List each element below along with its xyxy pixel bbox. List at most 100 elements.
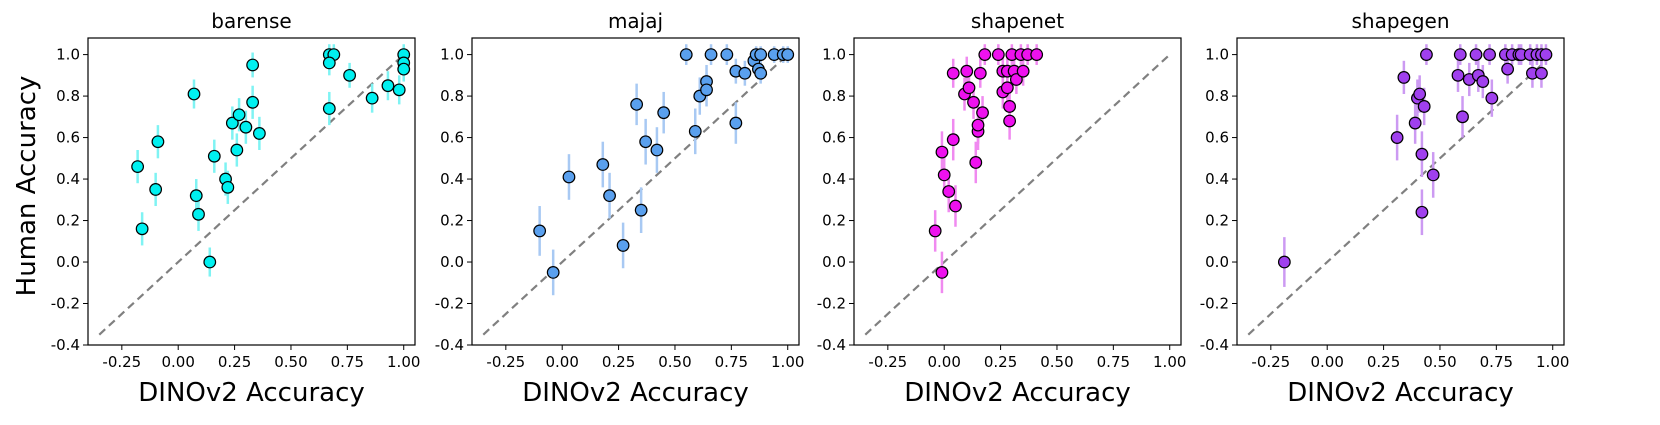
data-point	[187, 87, 201, 101]
data-point	[1535, 66, 1548, 80]
data-point	[973, 66, 987, 80]
x-tick-label: 0.75	[331, 353, 364, 371]
panel-shapenet: -0.25 0.00 0.25 0.50 0.75 1.00 -0.4 -0.2 0.0 0.2 0…	[817, 9, 1187, 408]
diagonal-reference-line	[98, 53, 405, 336]
data-point	[1408, 116, 1422, 130]
data-point	[1000, 81, 1014, 95]
y-tick-label: 1.0	[440, 46, 464, 64]
y-tick-label: 0.6	[1205, 129, 1229, 147]
y-tick-label: 0.2	[1205, 212, 1229, 230]
x-axis-label: DINOv2 Accuracy	[1287, 378, 1514, 408]
data-point	[1469, 48, 1483, 61]
data-point	[381, 79, 395, 93]
panel-title: shapegen	[1351, 9, 1449, 33]
data-point	[1417, 100, 1431, 113]
y-tick-label: -0.4	[1200, 336, 1229, 354]
data-point	[207, 149, 221, 163]
panels: -0.25 0.00 0.25 0.50 0.75 1.00 -0.4 -0.2 0.0 0.2 0…	[51, 9, 1570, 408]
y-tick-label: 0.4	[822, 170, 846, 188]
panel-majaj: -0.25 0.00 0.25 0.50 0.75 1.00 -0.4 -0.2 0.0 0.2 0…	[435, 9, 805, 408]
data-point	[343, 68, 357, 82]
panel-barense: -0.25 0.00 0.25 0.50 0.75 1.00 -0.4 -0.2 0.0 0.2 0…	[51, 9, 421, 408]
x-tick-label: 1.00	[387, 353, 420, 371]
data-point	[937, 168, 951, 182]
data-point	[221, 180, 235, 194]
x-tick-label: 0.50	[274, 353, 307, 371]
data-point	[946, 66, 960, 80]
y-tick-label: 0.0	[56, 253, 80, 271]
data-point	[700, 83, 713, 97]
y-tick-label: 0.0	[440, 253, 464, 271]
axes-frame	[87, 37, 416, 346]
data-point	[942, 185, 956, 198]
data-point	[976, 106, 989, 120]
data-point	[1426, 168, 1440, 182]
x-tick-label: -0.25	[1251, 353, 1290, 371]
data-point	[738, 66, 752, 80]
data-point	[230, 143, 244, 157]
y-tick-label: 0.2	[822, 212, 846, 230]
data-point	[729, 116, 743, 130]
data-point	[1390, 131, 1404, 144]
data-point	[754, 48, 768, 61]
y-tick-label: -0.2	[817, 295, 846, 313]
y-tick-label: -0.2	[51, 295, 80, 313]
x-axis-label: DINOv2 Accuracy	[138, 378, 365, 408]
data-point	[616, 239, 630, 252]
data-point	[1415, 205, 1429, 219]
y-tick-label: 0.0	[1205, 253, 1229, 271]
data-point	[1453, 48, 1467, 61]
data-point	[397, 62, 411, 76]
x-tick-label: -0.25	[486, 353, 525, 371]
data-point	[978, 48, 992, 61]
x-tick-label: 1.00	[1153, 353, 1186, 371]
data-point	[135, 222, 149, 236]
panel-title: majaj	[608, 9, 663, 33]
data-point	[630, 97, 644, 111]
data-point	[935, 265, 949, 279]
x-axis-label: DINOv2 Accuracy	[904, 378, 1131, 408]
data-point	[131, 160, 145, 174]
y-tick-label: 1.0	[56, 46, 80, 64]
data-point	[781, 48, 795, 61]
data-point	[1451, 68, 1465, 82]
x-tick-label: 0.25	[602, 353, 635, 371]
data-point	[650, 143, 664, 157]
diagonal-reference-line	[482, 53, 789, 336]
data-point	[1420, 48, 1433, 61]
data-point	[960, 64, 974, 78]
x-tick-label: 1.00	[771, 353, 804, 371]
data-point	[365, 91, 379, 105]
data-point	[949, 199, 962, 213]
data-point	[1003, 114, 1017, 128]
data-point	[252, 127, 266, 140]
data-point	[1003, 100, 1017, 113]
data-point	[634, 203, 648, 217]
axes-frame	[853, 37, 1182, 346]
axes-frame	[1236, 37, 1565, 346]
y-tick-label: -0.2	[1200, 295, 1229, 313]
data-point	[1476, 75, 1490, 88]
data-point	[562, 170, 576, 184]
data-point	[189, 189, 203, 203]
data-point	[928, 224, 942, 238]
data-point	[151, 135, 165, 149]
data-point	[1009, 73, 1023, 86]
data-point	[1415, 147, 1429, 161]
x-tick-label: 0.75	[1097, 353, 1130, 371]
data-point	[946, 133, 960, 147]
data-point	[533, 224, 547, 238]
data-point	[971, 118, 985, 132]
y-tick-label: 0.0	[822, 253, 846, 271]
data-point	[1397, 71, 1411, 84]
y-tick-label: 0.2	[56, 212, 80, 230]
x-tick-label: 0.25	[218, 353, 251, 371]
y-axis-label: Human Accuracy	[12, 76, 42, 297]
data-point	[1483, 48, 1496, 61]
data-point	[246, 95, 260, 109]
y-tick-label: -0.4	[435, 336, 464, 354]
data-point	[1413, 87, 1427, 101]
data-point	[720, 48, 734, 61]
data-point	[322, 56, 336, 70]
